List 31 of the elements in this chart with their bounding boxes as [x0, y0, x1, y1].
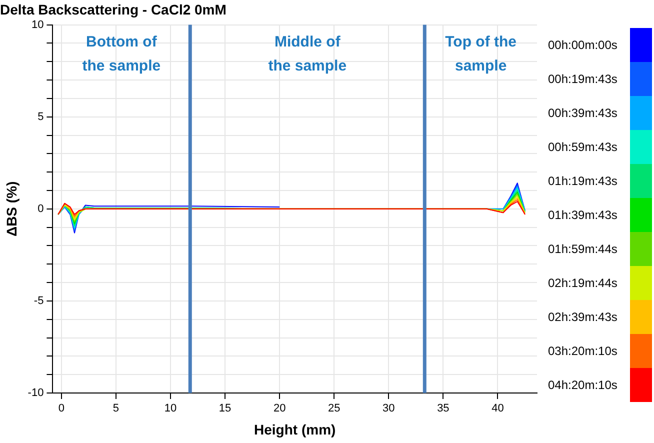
chart-title: Delta Backscattering - CaCl2 0mM: [0, 1, 226, 18]
annotation: Bottom of the sample: [82, 33, 161, 74]
y-axis-title: ΔBS (%): [3, 181, 20, 236]
x-tick-label: 15: [218, 402, 232, 415]
text: 00h:59m:43s: [548, 140, 618, 154]
x-tick-label: 20: [273, 402, 286, 415]
x-tick-label: 5: [112, 402, 120, 415]
text: 01h:19m:43s: [548, 174, 618, 188]
annotation: Middle of the sample: [268, 33, 347, 74]
x-tick-label: 0: [58, 402, 64, 415]
text: 00h:00m:00s: [548, 38, 618, 52]
text: 00h:19m:43s: [548, 72, 618, 86]
text: 02h:39m:43s: [548, 310, 618, 324]
text: 04h:20m:10s: [548, 378, 618, 392]
annotation: Top of the sample: [445, 33, 517, 74]
text: 00h:39m:43s: [548, 106, 618, 120]
x-tick-label: 10: [164, 402, 177, 415]
x-tick-label: 30: [382, 402, 395, 415]
x-axis-title: Height (mm): [254, 421, 336, 438]
x-tick-label: 25: [328, 402, 340, 415]
y-tick-label: 10: [31, 18, 44, 31]
x-tick-label: 35: [437, 402, 450, 415]
text: 01h:59m:44s: [548, 242, 618, 256]
text: 03h:20m:10s: [548, 344, 618, 358]
text: 02h:19m:44s: [548, 276, 618, 290]
y-tick-label: 5: [38, 110, 44, 123]
y-tick-label: -5: [34, 294, 44, 307]
y-tick-label: -10: [28, 387, 44, 400]
y-tick-label: 0: [38, 202, 44, 215]
x-tick-label: 40: [492, 402, 504, 415]
series-label: 01h:39m:43s: [548, 208, 618, 222]
